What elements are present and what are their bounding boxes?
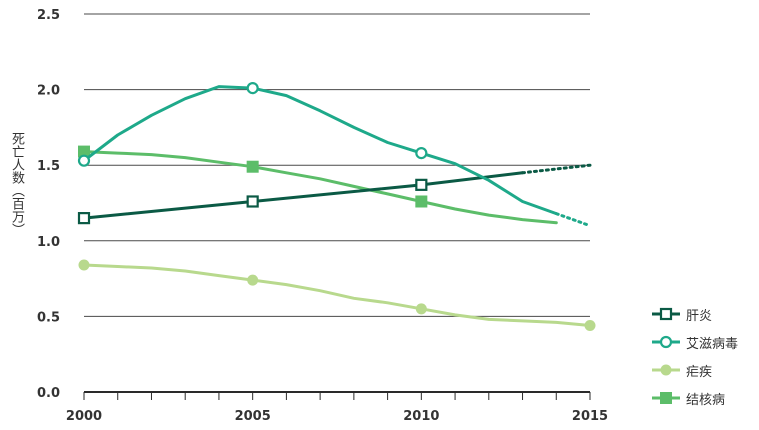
series-2-point-3 xyxy=(584,319,596,331)
legend-item-0: 肝炎 xyxy=(652,300,738,328)
y-ticks: 0.0 0.5 1.0 1.5 2.0 2.5 xyxy=(37,8,60,401)
series-0-point-0 xyxy=(77,212,91,225)
series-1 xyxy=(77,81,592,228)
series-line-2 xyxy=(82,263,592,327)
y-tick-label-5: 2.5 xyxy=(37,8,60,23)
x-tick-label-2: 2010 xyxy=(403,409,439,424)
series-2-point-1 xyxy=(247,274,259,286)
series-2 xyxy=(78,259,596,331)
x-tick-label-0: 2000 xyxy=(66,409,102,424)
series-1-point-1 xyxy=(246,81,259,95)
y-tick-label-2: 1.0 xyxy=(37,235,60,250)
series-0-point-1 xyxy=(246,195,259,208)
series-projection-0 xyxy=(521,163,592,175)
y-axis-label: 死亡人数（百万） xyxy=(9,132,24,236)
series-3-point-2 xyxy=(415,195,428,208)
series-line-0 xyxy=(82,171,524,220)
legend-swatch-1 xyxy=(652,335,680,349)
series-3 xyxy=(78,145,558,225)
series-3-point-0 xyxy=(78,145,90,158)
x-tick-label-3: 2015 xyxy=(572,409,608,424)
legend-marker-1 xyxy=(659,335,673,349)
legend-item-1: 艾滋病毒 xyxy=(652,328,738,356)
series-1-point-2 xyxy=(415,147,428,160)
legend-marker-0 xyxy=(659,307,673,321)
series-3-point-1 xyxy=(246,160,259,173)
series-2-point-2 xyxy=(415,303,427,315)
y-tick-label-3: 1.5 xyxy=(37,159,60,174)
legend-label-1: 艾滋病毒 xyxy=(686,336,739,352)
series-line-1 xyxy=(82,85,558,216)
series-0-point-2 xyxy=(415,178,428,191)
series-projection-1 xyxy=(554,212,592,228)
series-1-point-0 xyxy=(77,154,91,167)
legend-marker-3 xyxy=(660,392,672,404)
legend-swatch-3 xyxy=(652,392,680,404)
legend-item-3: 结核病 xyxy=(652,384,738,412)
legend: 肝炎艾滋病毒疟疾结核病 xyxy=(652,300,738,412)
y-tick-label-4: 2.0 xyxy=(37,84,60,99)
series-2-point-0 xyxy=(78,259,90,271)
series-line-3 xyxy=(82,150,558,225)
legend-item-2: 疟疾 xyxy=(652,356,738,384)
x-ticks: 2000 2005 2010 2015 xyxy=(66,392,608,424)
x-tick-label-1: 2005 xyxy=(235,409,271,424)
legend-label-3: 结核病 xyxy=(686,392,726,408)
legend-marker-2 xyxy=(660,364,672,376)
series-group xyxy=(77,81,596,331)
series-0 xyxy=(77,163,592,225)
legend-label-0: 肝炎 xyxy=(686,308,713,324)
legend-swatch-0 xyxy=(652,307,680,321)
legend-swatch-2 xyxy=(652,364,680,376)
legend-label-2: 疟疾 xyxy=(686,364,713,380)
y-tick-label-1: 0.5 xyxy=(37,310,60,325)
y-tick-label-0: 0.0 xyxy=(37,386,60,401)
grid xyxy=(84,13,590,393)
